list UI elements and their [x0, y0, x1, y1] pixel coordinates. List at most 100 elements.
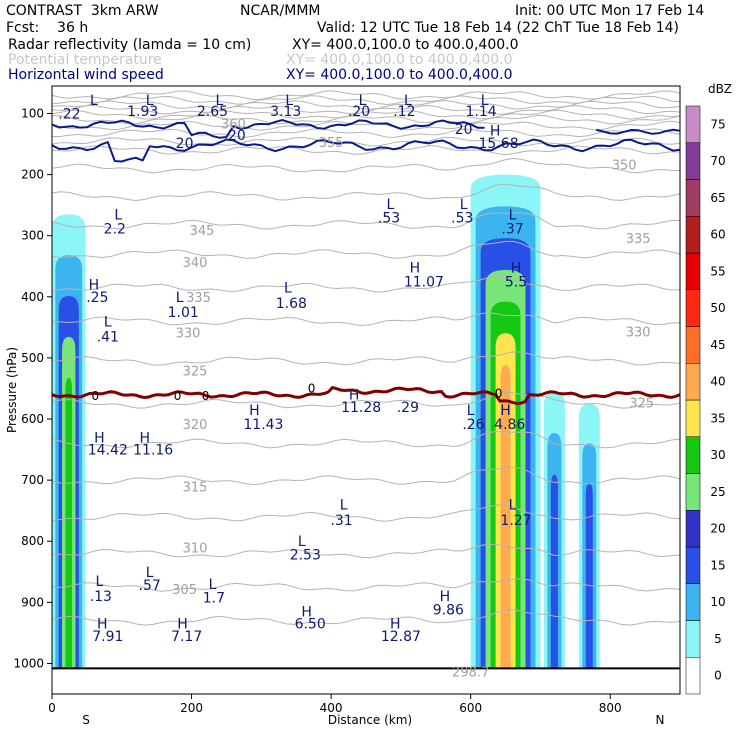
wind-extremum-label: H: [94, 430, 105, 446]
forecast-hour: Fcst: 36 h: [6, 20, 89, 36]
wind-extremum-label: H: [490, 124, 501, 140]
colorbar-swatch: [685, 620, 701, 658]
isentrope-label: 310: [183, 542, 208, 557]
wind-extremum-label: .53: [451, 210, 473, 226]
colorbar-swatch: [685, 363, 701, 401]
colorbar-swatch: [685, 179, 701, 217]
wind-extremum-label: H: [140, 430, 151, 446]
wind-extremum-label: .41: [97, 330, 119, 346]
colorbar-swatch: [685, 289, 701, 327]
colorbar-swatch: [685, 399, 701, 437]
isentrope-label: 325: [629, 397, 654, 412]
isentrope-line: [52, 466, 680, 486]
colorbar-swatch: [685, 583, 701, 621]
x-tick-label: 800: [599, 701, 622, 715]
wind-extremum-label: 11.16: [133, 443, 173, 459]
x-axis-south-label: S: [82, 713, 90, 727]
colorbar-tick-label: 40: [710, 375, 725, 389]
isentrope-line: [52, 391, 680, 409]
wind-extremum-label: 6.50: [295, 617, 326, 633]
wind-extremum-label: H: [511, 260, 522, 276]
isentrope-line: [52, 351, 680, 366]
wind-extremum-label: .57: [139, 578, 161, 594]
wind-extremum-label: 2.65: [197, 104, 228, 120]
x-tick-label: 400: [320, 701, 343, 715]
wind-extremum-label: H: [301, 605, 312, 621]
isentrope-label: 305: [172, 583, 197, 598]
wind-extremum-label: .25: [86, 290, 108, 306]
colorbar-tick-label: 70: [710, 154, 725, 168]
freezing-line: [52, 385, 680, 406]
wind-extremum-label: L: [285, 93, 293, 109]
colorbar-tick-label: 75: [710, 117, 725, 131]
wind-extremum-label: 1.68: [276, 296, 307, 312]
y-tick-label: 1000: [13, 656, 44, 670]
freezing-level-line: [52, 385, 680, 670]
isentrope-label: 335: [626, 232, 651, 247]
wind-extremum-label: L: [509, 498, 517, 514]
wind-extremum-label: 5.5: [505, 275, 527, 291]
wind-extremum-label: L: [209, 577, 217, 593]
freezing-line-label: 0: [495, 386, 503, 400]
wind-extremum-label: L: [404, 93, 412, 109]
wind-extremum-label: H: [89, 278, 100, 294]
wind-extremum-label: 11.43: [243, 417, 283, 433]
wind-extremum-label: H: [390, 617, 401, 633]
x-tick-label: 0: [48, 701, 56, 715]
wind-extremum-label: H: [249, 403, 260, 419]
wind-extremum-label: .13: [90, 589, 112, 605]
isentrope-label: 325: [183, 364, 208, 379]
isentrope-label: 350: [612, 158, 637, 173]
isentrope-label: 320: [183, 418, 208, 433]
wind-extremum-label: L: [216, 93, 224, 109]
isentrope-line: [52, 114, 680, 125]
wind-extremum-label: L: [467, 403, 475, 419]
wind-extremum-label: .53: [378, 210, 400, 226]
isentrope-line: [52, 504, 680, 522]
wind-extremum-label: 3.13: [270, 104, 301, 120]
wind-extremum-label: 2.2: [104, 221, 126, 237]
isentrope-line: [52, 145, 680, 156]
wind-extremum-label: 1.7: [203, 590, 225, 606]
wind-extremum-label: L: [104, 314, 112, 330]
wind-extremum-label: L: [298, 534, 306, 550]
isentrope-line: [52, 90, 680, 101]
freezing-line-label: 0: [174, 389, 182, 403]
wind-extremum-label: L: [460, 197, 468, 213]
colorbar-swatch: [685, 473, 701, 511]
isentrope-label: 315: [183, 480, 208, 495]
y-tick-label: 300: [21, 229, 44, 243]
field-potential-temperature: Potential temperature: [8, 52, 162, 68]
colorbar-swatch: [685, 252, 701, 290]
isentrope-label: 298.7: [452, 666, 489, 681]
colorbar-swatch: [685, 546, 701, 584]
model-name: CONTRAST 3km ARW: [6, 3, 159, 19]
wind-extremum-label: .12: [393, 104, 415, 120]
y-tick-label: 700: [21, 473, 44, 487]
wind-extremum-label: 1.01: [168, 305, 199, 321]
wind-contour-label: 20: [176, 136, 194, 152]
field-potential-temperature-xy: XY= 400.0,100.0 to 400.0,400.0: [286, 52, 513, 68]
wind-extremum-label: L: [509, 207, 517, 223]
isentrope-line: [52, 312, 680, 327]
colorbar-swatch: [685, 326, 701, 364]
y-axis-label: Pressure (hPa): [5, 347, 19, 433]
isentrope-line: [52, 431, 680, 449]
field-wind-speed: Horizontal wind speed: [8, 67, 164, 83]
wind-extremum-label: H: [177, 617, 188, 633]
wind-extremum-label: 4.86: [494, 417, 525, 433]
colorbar-swatch: [685, 657, 701, 695]
y-tick-label: 600: [21, 412, 44, 426]
colorbar-tick-label: 15: [710, 558, 725, 572]
wind-extremum-label: L: [481, 93, 489, 109]
isentrope-line: [52, 99, 680, 110]
isentrope-label: 355: [319, 136, 344, 151]
wind-extremum-label: 1.93: [127, 104, 158, 120]
isentrope-line: [52, 609, 680, 626]
y-tick-label: 200: [21, 168, 44, 182]
isentrope-line: [52, 120, 680, 131]
potential-temperature-contours: [52, 90, 680, 626]
reflectivity-field: [52, 174, 600, 669]
isentrope-line: [52, 240, 680, 259]
colorbar-swatch: [685, 216, 701, 254]
